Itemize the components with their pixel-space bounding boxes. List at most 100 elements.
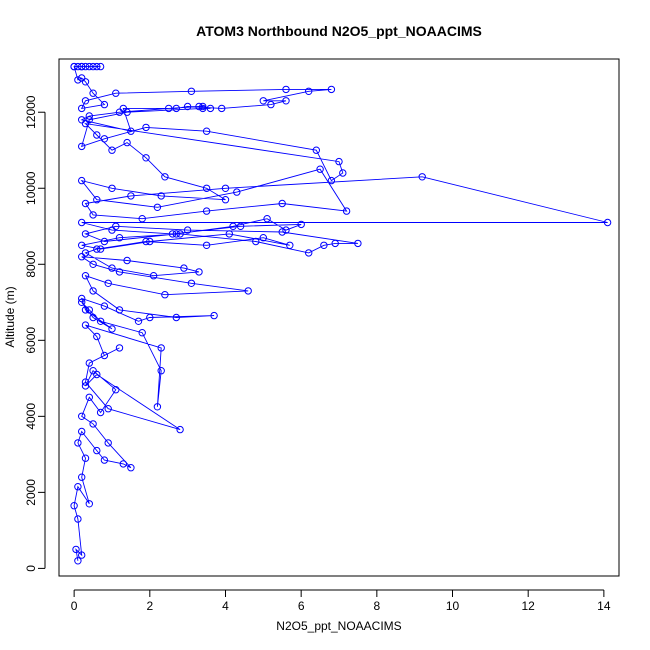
data-point [157, 367, 165, 375]
data-point [100, 135, 109, 143]
data-point [153, 403, 162, 411]
data-point [176, 425, 184, 434]
x-tick-label: 6 [298, 599, 305, 613]
data-point [218, 104, 226, 113]
data-point [81, 382, 90, 390]
data-point [81, 306, 90, 314]
y-tick-label: 6000 [24, 327, 38, 354]
data-point [199, 102, 207, 111]
data-point [119, 104, 128, 113]
chart-title: ATOM3 Northbound N2O5_ppt_NOAACIMS [196, 23, 482, 39]
data-point [81, 321, 90, 329]
data-point [78, 427, 86, 436]
y-tick-label: 8000 [24, 251, 38, 278]
data-point [78, 74, 86, 82]
data-point [202, 207, 211, 215]
data-point [244, 287, 252, 295]
y-tick-label: 2000 [24, 479, 38, 506]
data-point [85, 62, 94, 71]
data-point [282, 226, 290, 234]
data-point [108, 146, 116, 154]
data-point [221, 196, 230, 204]
data-point [81, 454, 90, 462]
data-point [138, 329, 146, 337]
data-point [142, 237, 150, 246]
data-point [187, 279, 196, 287]
data-point [89, 420, 97, 428]
data-point [100, 456, 109, 464]
y-axis: 0 2000 4000 6000 8000 10000 12000 [24, 95, 46, 572]
x-tick-label: 8 [373, 599, 380, 613]
x-tick-label: 14 [597, 599, 611, 613]
data-point [180, 264, 188, 272]
data-point [104, 279, 112, 287]
data-point [74, 483, 82, 491]
data-point [81, 199, 90, 208]
data-point [342, 207, 351, 215]
data-point [267, 100, 275, 109]
data-point [278, 199, 286, 208]
data-point [100, 100, 109, 109]
data-point [104, 405, 112, 413]
data-point [81, 97, 90, 105]
data-point [221, 184, 230, 193]
data-point [123, 108, 131, 116]
data-point [183, 226, 192, 234]
data-point [100, 351, 109, 360]
data-point [282, 97, 290, 105]
data-point [354, 239, 362, 248]
data-point [89, 62, 97, 71]
data-point [172, 104, 181, 113]
data-point [78, 218, 86, 227]
data-point [115, 108, 124, 116]
data-point [85, 116, 94, 124]
data-point [78, 176, 86, 185]
data-point [78, 298, 86, 306]
data-point [225, 230, 234, 238]
data-point [93, 62, 101, 71]
data-point [78, 253, 86, 261]
data-point [93, 131, 101, 139]
data-point [85, 306, 94, 314]
data-point [229, 222, 237, 231]
data-point [339, 169, 347, 177]
data-point [233, 188, 241, 196]
data-point [81, 249, 90, 257]
data-point [112, 386, 120, 394]
data-point [286, 241, 294, 250]
y-tick-label: 10000 [24, 171, 38, 205]
data-point [282, 85, 290, 94]
data-point [176, 230, 184, 238]
data-point [78, 473, 86, 481]
data-point [85, 359, 94, 367]
data-point [161, 173, 169, 181]
data-point [74, 515, 82, 523]
data-point [89, 89, 97, 97]
data-point [119, 460, 128, 468]
data-point [104, 439, 112, 447]
data-point [72, 545, 80, 554]
y-tick-label: 12000 [24, 95, 38, 129]
data-point [100, 237, 109, 246]
data-point [78, 104, 86, 113]
data-point [263, 215, 271, 223]
data-point [146, 313, 154, 322]
data-point [195, 268, 203, 276]
data-point [199, 104, 207, 113]
data-point [112, 222, 120, 231]
x-tick-label: 4 [222, 599, 229, 613]
x-tick-label: 2 [146, 599, 153, 613]
data-point [327, 85, 336, 94]
data-point [89, 367, 97, 375]
data-point [327, 176, 336, 185]
data-point [168, 230, 177, 238]
data-point [108, 226, 116, 234]
data-point [74, 439, 82, 447]
data-point [108, 184, 116, 193]
data-point [146, 237, 154, 246]
data-point [157, 192, 165, 200]
data-point [81, 272, 90, 280]
data-point [195, 102, 203, 111]
data-point [236, 222, 245, 231]
